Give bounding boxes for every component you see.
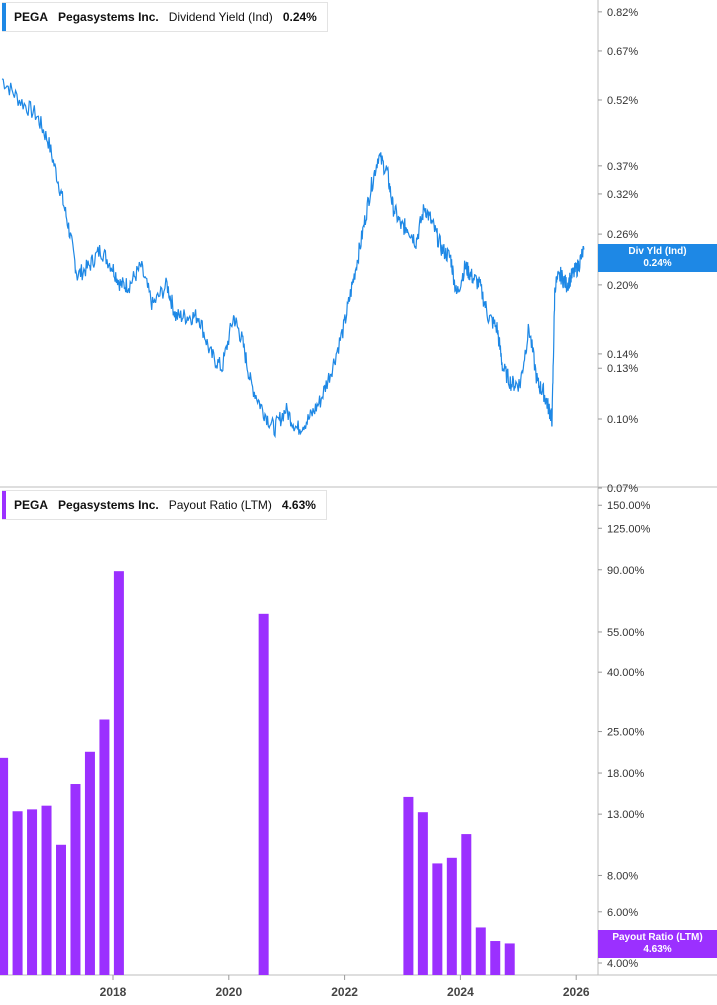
payout-bar bbox=[56, 844, 66, 975]
payout-bar bbox=[432, 863, 443, 975]
top-last-value-tag: Div Yld (Ind) 0.24% bbox=[598, 244, 717, 272]
top-legend-ticker: PEGA bbox=[14, 10, 49, 24]
bottom-legend-company: Pegasystems Inc. bbox=[58, 498, 159, 512]
top-legend-swatch bbox=[2, 3, 6, 31]
top-y-tick-label: 0.52% bbox=[607, 95, 638, 107]
payout-bar bbox=[258, 613, 269, 975]
bottom-y-tick-label: 25.00% bbox=[607, 727, 645, 739]
payout-bar bbox=[70, 784, 81, 975]
x-tick-label: 2026 bbox=[563, 985, 590, 999]
bottom-last-value-tag: Payout Ratio (LTM) 4.63% bbox=[598, 930, 717, 958]
bottom-tag-value: 4.63% bbox=[643, 944, 672, 955]
payout-ratio-bars bbox=[0, 571, 515, 975]
bottom-y-tick-label: 150.00% bbox=[607, 500, 651, 512]
payout-bar bbox=[41, 805, 52, 975]
payout-bar bbox=[504, 943, 515, 975]
bottom-y-tick-label: 18.00% bbox=[607, 768, 645, 780]
bottom-y-tick-label: 8.00% bbox=[607, 870, 638, 882]
bottom-y-tick-label: 55.00% bbox=[607, 627, 645, 639]
payout-bar bbox=[0, 757, 9, 975]
top-tag-value: 0.24% bbox=[643, 258, 672, 269]
top-legend-value: 0.24% bbox=[282, 10, 317, 24]
top-tag-title: Div Yld (Ind) bbox=[628, 246, 687, 257]
bottom-y-tick-label: 125.00% bbox=[607, 523, 651, 535]
top-y-tick-label: 0.07% bbox=[607, 483, 638, 495]
top-legend[interactable]: PEGA Pegasystems Inc. Dividend Yield (In… bbox=[2, 2, 328, 32]
x-tick-label: 2024 bbox=[447, 985, 474, 999]
bottom-legend[interactable]: PEGA Pegasystems Inc. Payout Ratio (LTM)… bbox=[2, 490, 327, 520]
payout-bar bbox=[403, 796, 414, 975]
top-y-axis: 0.82% 0.67% 0.52% 0.37% 0.32% 0.26% 0.20% 0.14%… bbox=[598, 7, 638, 495]
payout-bar bbox=[27, 809, 38, 975]
x-tick-label: 2018 bbox=[100, 985, 127, 999]
bottom-y-tick-label: 6.00% bbox=[607, 907, 638, 919]
x-tick-label: 2022 bbox=[331, 985, 358, 999]
payout-bar bbox=[99, 719, 110, 975]
bottom-legend-metric: Payout Ratio (LTM) bbox=[168, 498, 272, 512]
payout-bar bbox=[461, 834, 472, 975]
top-y-tick-label: 0.32% bbox=[607, 189, 638, 201]
payout-bar bbox=[12, 811, 23, 975]
bottom-y-tick-label: 4.00% bbox=[607, 958, 638, 970]
top-y-tick-label: 0.67% bbox=[607, 46, 638, 58]
payout-bar bbox=[490, 941, 501, 975]
bottom-legend-swatch bbox=[2, 491, 6, 519]
top-y-tick-label: 0.37% bbox=[607, 161, 638, 173]
top-y-tick-label: 0.10% bbox=[607, 414, 638, 426]
top-legend-metric: Dividend Yield (Ind) bbox=[168, 10, 273, 24]
bottom-y-axis: 150.00% 125.00% 90.00% 55.00% 40.00% 25.00% 18… bbox=[598, 500, 651, 970]
bottom-tag-title: Payout Ratio (LTM) bbox=[612, 932, 703, 943]
bottom-y-tick-label: 90.00% bbox=[607, 565, 645, 577]
bottom-y-tick-label: 13.00% bbox=[607, 809, 645, 821]
x-tick-label: 2020 bbox=[215, 985, 242, 999]
top-y-tick-label: 0.26% bbox=[607, 229, 638, 241]
top-y-tick-label: 0.82% bbox=[607, 7, 638, 19]
x-axis: 2018 2020 2022 2024 2026 bbox=[100, 975, 590, 999]
payout-bar bbox=[475, 927, 486, 975]
payout-bar bbox=[113, 571, 124, 975]
payout-bar bbox=[84, 751, 95, 975]
top-y-tick-label: 0.14% bbox=[607, 349, 638, 361]
payout-bar bbox=[446, 857, 457, 975]
bottom-legend-value: 4.63% bbox=[281, 498, 316, 512]
bottom-legend-ticker: PEGA bbox=[14, 498, 49, 512]
top-legend-company: Pegasystems Inc. bbox=[58, 10, 159, 24]
bottom-y-tick-label: 40.00% bbox=[607, 667, 645, 679]
payout-bar bbox=[417, 812, 428, 975]
top-y-tick-label: 0.13% bbox=[607, 363, 638, 375]
dividend-yield-line bbox=[1, 78, 585, 439]
top-y-tick-label: 0.20% bbox=[607, 280, 638, 292]
